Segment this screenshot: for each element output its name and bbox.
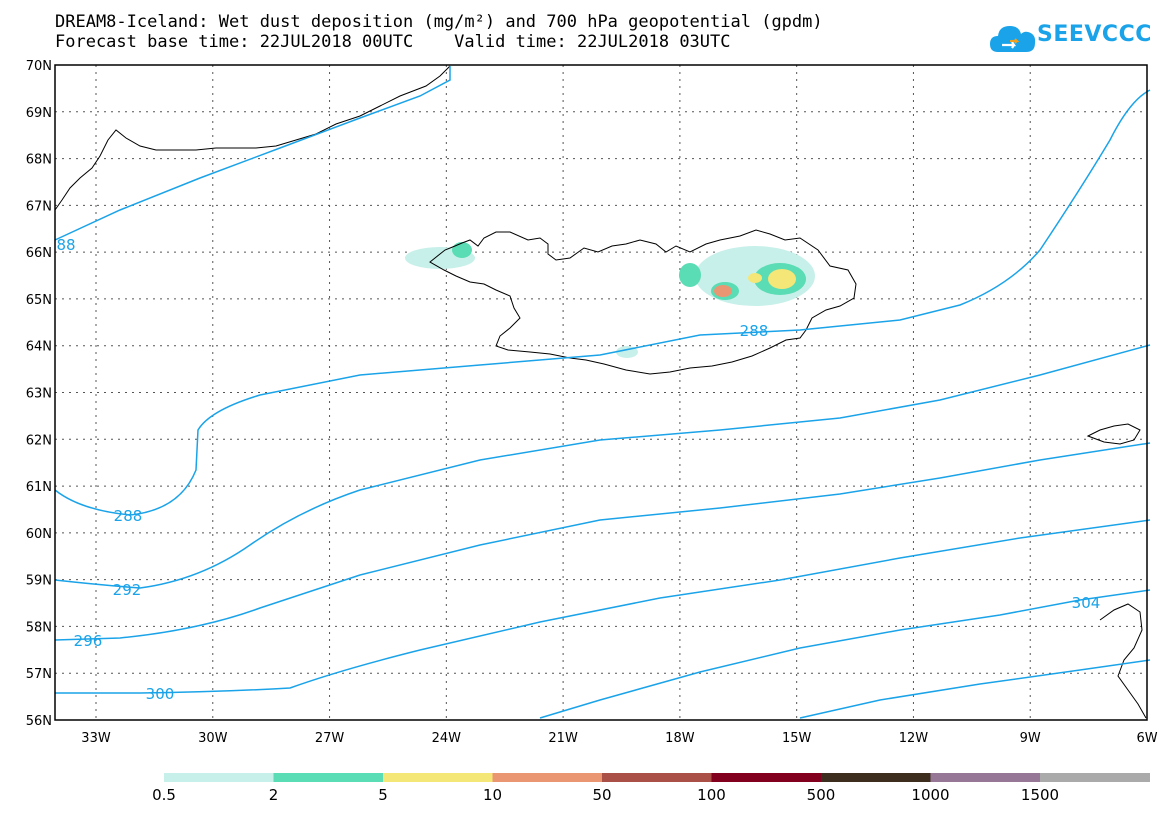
contour-288-iceland xyxy=(54,89,1151,516)
legend-swatch xyxy=(1040,773,1150,782)
legend-swatch xyxy=(930,773,1041,782)
legend-label: 10 xyxy=(483,786,502,804)
contour-296 xyxy=(54,442,1151,641)
graticule xyxy=(55,65,1147,720)
contour-304 xyxy=(539,589,1151,719)
contour-labels: 88 288 288 292 296 300 304 xyxy=(56,236,1100,703)
latitude-label: 67N xyxy=(26,199,52,214)
latitude-label: 69N xyxy=(26,106,52,121)
legend-label: 0.5 xyxy=(152,786,176,804)
latitude-label: 65N xyxy=(26,293,52,308)
chart-title: DREAM8-Iceland: Wet dust deposition (mg/… xyxy=(55,12,823,32)
legend-label: 1500 xyxy=(1021,786,1059,804)
contour-label: 288 xyxy=(740,322,769,340)
legend-label: 500 xyxy=(807,786,836,804)
longitude-label: 30W xyxy=(198,731,228,746)
legend-label: 5 xyxy=(378,786,388,804)
latitude-label: 59N xyxy=(26,574,52,589)
latitude-labels: 70N 69N 68N 67N 66N 65N 64N 63N 62N 61N 60N 59N 58N 5… xyxy=(26,59,52,729)
latitude-label: 62N xyxy=(26,433,52,448)
legend-swatch xyxy=(273,773,384,782)
logo-text: SEEVCCC xyxy=(1037,22,1152,47)
coastlines xyxy=(54,65,1147,719)
greenland-coast xyxy=(54,65,451,211)
latitude-label: 58N xyxy=(26,620,52,635)
legend-label: 50 xyxy=(592,786,611,804)
longitude-label: 15W xyxy=(782,731,812,746)
legend-swatch xyxy=(383,773,493,782)
cloud-logo-icon xyxy=(990,26,1036,52)
faroe-coast xyxy=(1086,423,1141,445)
scotland-coast xyxy=(1099,603,1147,719)
longitude-label: 21W xyxy=(548,731,578,746)
seevccc-logo: SEEVCCC xyxy=(990,18,1151,58)
latitude-label: 70N xyxy=(26,59,52,74)
contour-label: 304 xyxy=(1072,594,1101,612)
longitude-label: 9W xyxy=(1020,731,1041,746)
color-legend xyxy=(164,773,1150,782)
latitude-label: 61N xyxy=(26,480,52,495)
contour-300 xyxy=(55,519,1151,694)
contour-label: 300 xyxy=(146,685,175,703)
legend-label: 100 xyxy=(697,786,726,804)
latitude-label: 68N xyxy=(26,153,52,168)
legend-swatch xyxy=(711,773,822,782)
latitude-label: 66N xyxy=(26,246,52,261)
longitude-label: 33W xyxy=(81,731,111,746)
latitude-label: 64N xyxy=(26,340,52,355)
longitude-label: 18W xyxy=(665,731,695,746)
legend-label: 1000 xyxy=(911,786,949,804)
chart-subtitle: Forecast base time: 22JUL2018 00UTC Vali… xyxy=(55,32,731,52)
longitude-label: 6W xyxy=(1136,731,1157,746)
contour-label: 296 xyxy=(74,632,103,650)
legend-swatch xyxy=(821,773,931,782)
legend-labels: 0.5 2 5 10 50 100 500 1000 1500 xyxy=(152,786,1059,804)
contour-label: 88 xyxy=(56,236,75,254)
contour-label: 292 xyxy=(113,581,142,599)
contour-label: 288 xyxy=(114,507,143,525)
latitude-label: 56N xyxy=(26,714,52,729)
legend-label: 2 xyxy=(269,786,279,804)
contour-292 xyxy=(54,344,1151,589)
legend-swatch xyxy=(492,773,603,782)
contour-south xyxy=(799,659,1151,719)
dust-shading xyxy=(405,242,815,358)
latitude-label: 60N xyxy=(26,527,52,542)
longitude-label: 12W xyxy=(899,731,929,746)
iceland-coast xyxy=(429,229,857,375)
longitude-labels: 33W 30W 27W 24W 21W 18W 15W 12W 9W 6W xyxy=(81,731,1157,746)
contour-north xyxy=(54,66,451,241)
latitude-label: 57N xyxy=(26,667,52,682)
geopotential-contours xyxy=(54,66,1151,719)
map-frame xyxy=(54,64,1148,721)
longitude-label: 27W xyxy=(315,731,345,746)
latitude-label: 63N xyxy=(26,387,52,402)
legend-swatch xyxy=(164,773,274,782)
longitude-label: 24W xyxy=(432,731,462,746)
legend-swatch xyxy=(602,773,712,782)
